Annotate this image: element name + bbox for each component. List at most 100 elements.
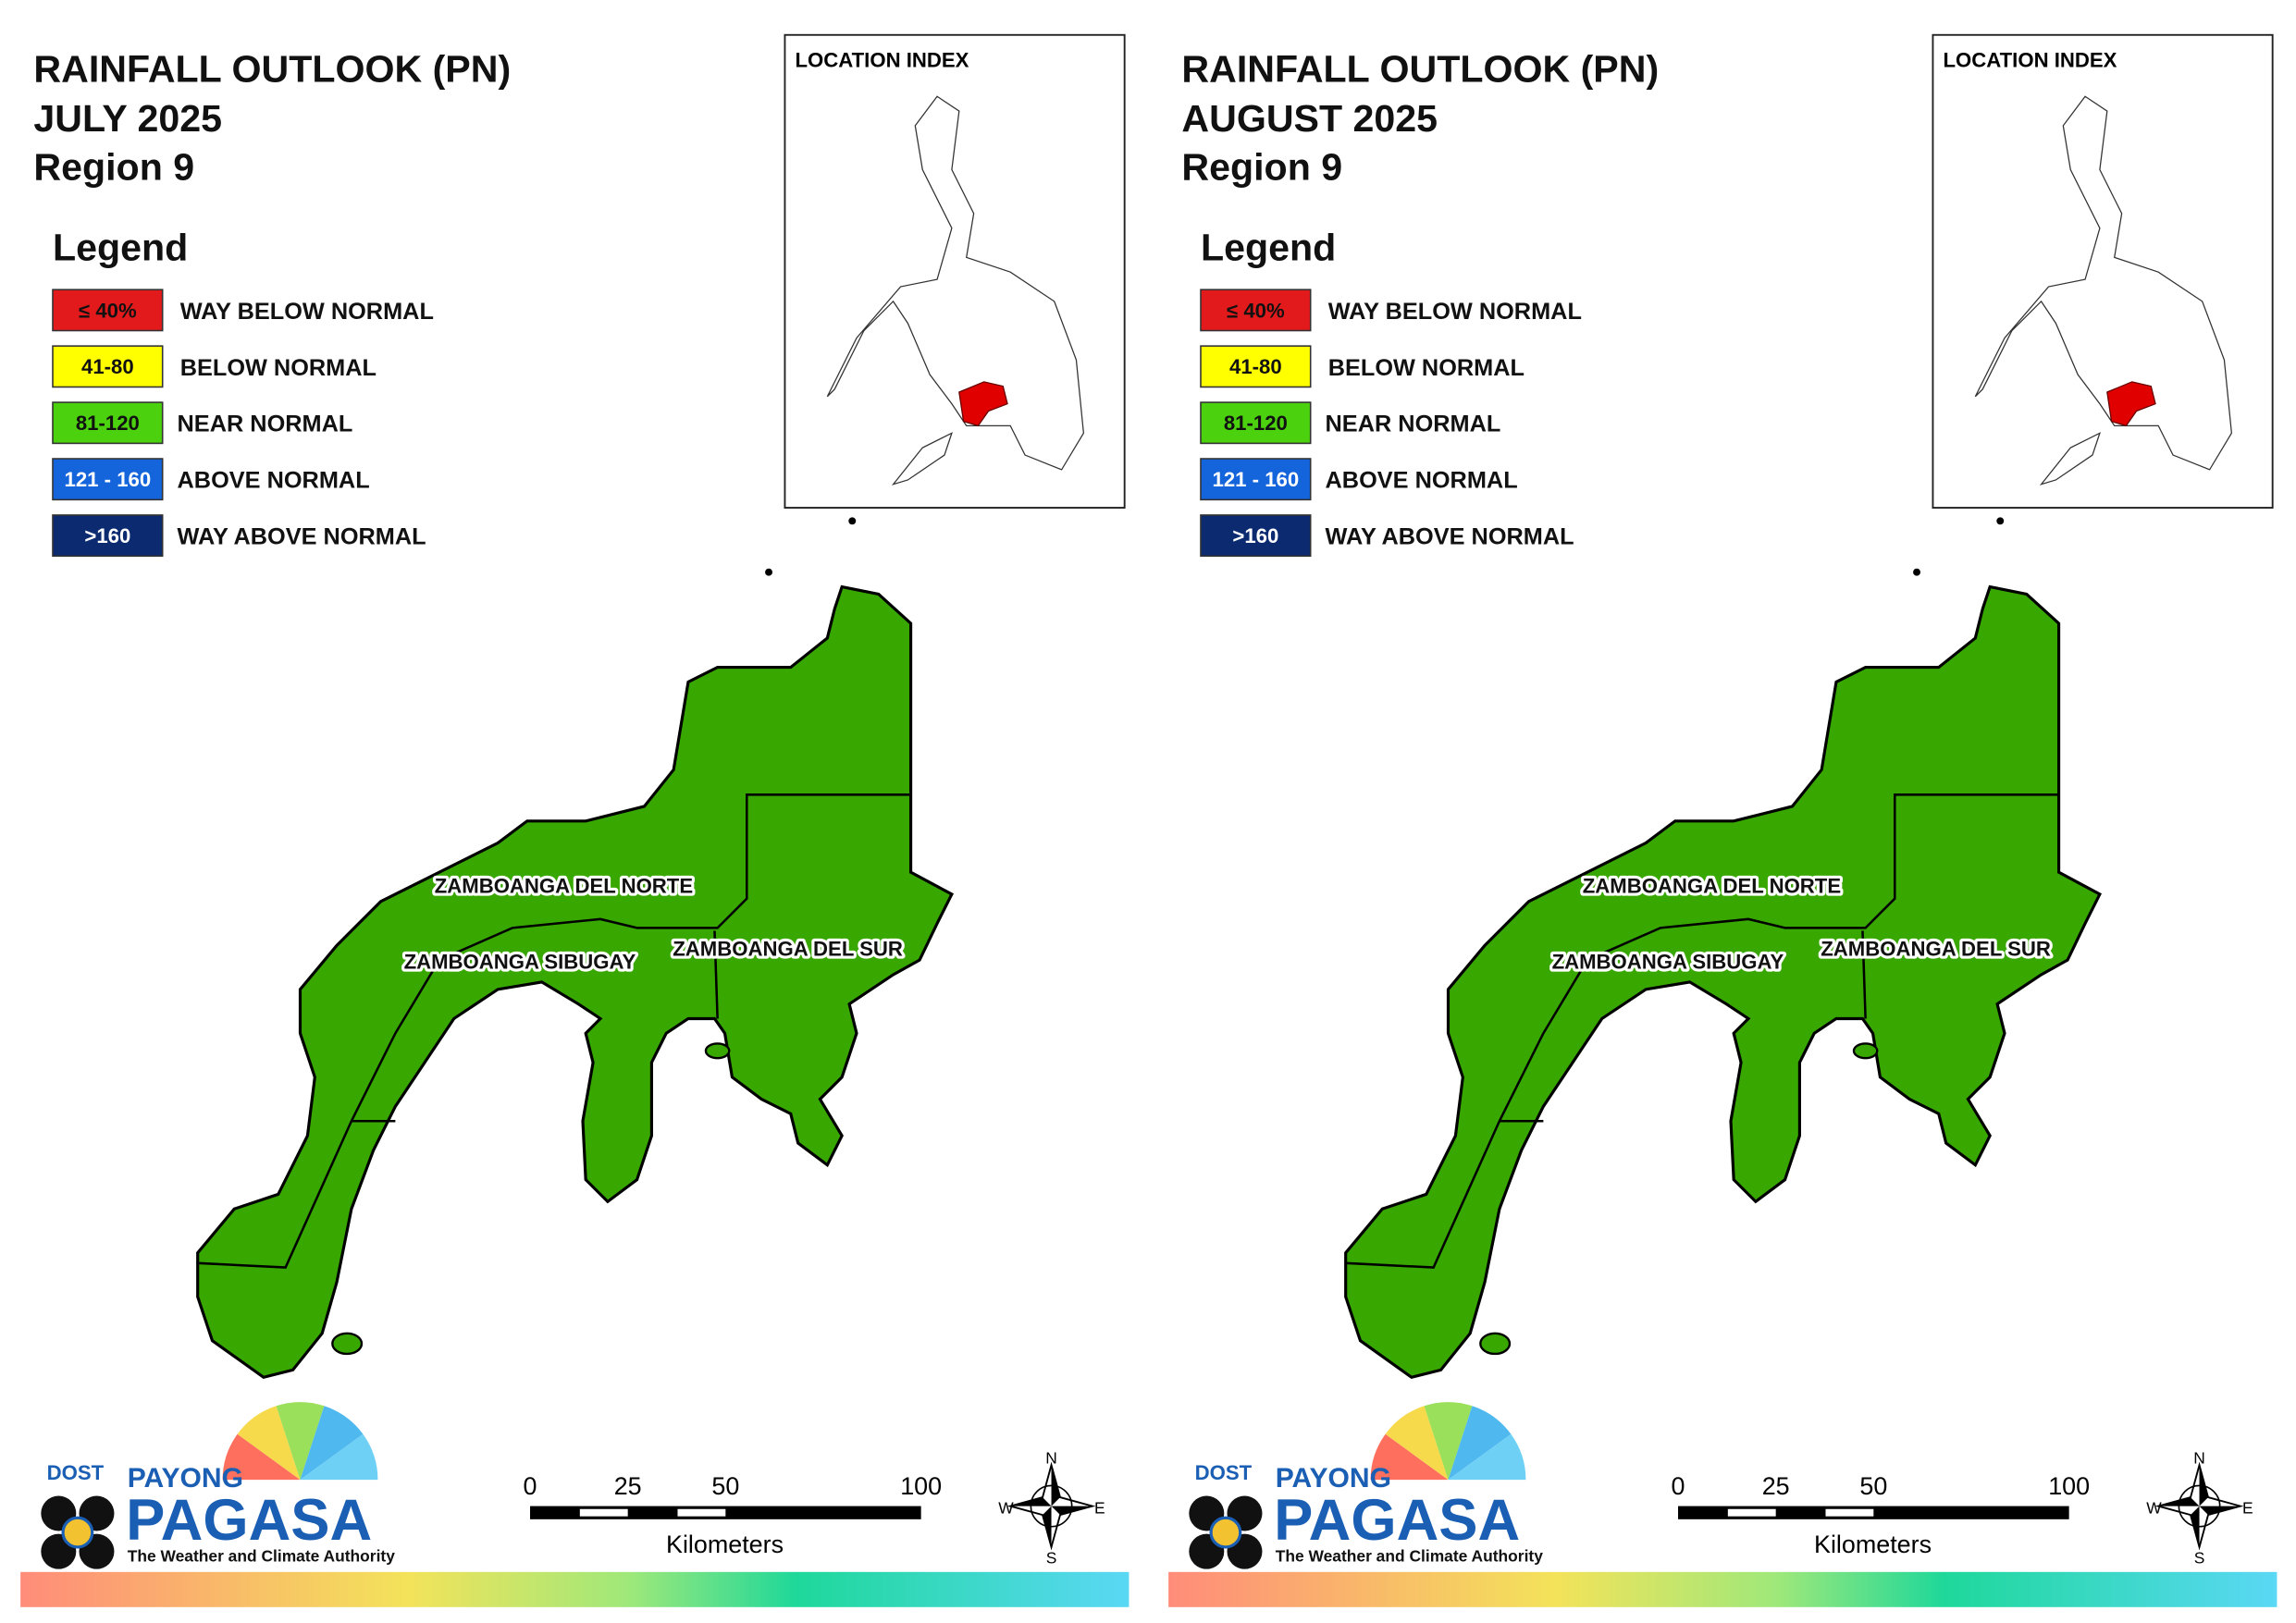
province-label: ZAMBOANGA DEL NORTE	[1583, 874, 1841, 897]
islet	[1996, 517, 2005, 525]
logo-agency: DOST	[47, 1461, 105, 1484]
location-index-title: LOCATION INDEX	[1944, 49, 2117, 72]
island	[1852, 1042, 1879, 1060]
compass-letter: S	[2194, 1548, 2205, 1567]
scale-unit: Kilometers	[1814, 1531, 1932, 1558]
legend-swatch	[52, 289, 164, 332]
legend-label: BELOW NORMAL	[180, 355, 376, 381]
scale-segment	[1727, 1508, 1776, 1517]
compass-fill	[2158, 1465, 2240, 1547]
compass-ring	[2178, 1484, 2221, 1528]
legend-label: WAY BELOW NORMAL	[180, 299, 434, 325]
compass-letter: N	[1045, 1449, 1057, 1468]
legend-swatch	[52, 514, 164, 558]
province-label: ZAMBOANGA SIBUGAY	[404, 951, 636, 974]
compass-letter: S	[1046, 1548, 1057, 1567]
legend-swatch	[1200, 289, 1312, 332]
logo-brand: PAYONG	[128, 1463, 243, 1494]
compass-letter: N	[2193, 1449, 2205, 1468]
panel: RAINFALL OUTLOOK (PN) JULY 2025 Region 9 Le…	[20, 33, 1129, 1607]
region-highlight	[2106, 381, 2156, 427]
compass-ring	[1030, 1484, 1073, 1528]
province-label: ZAMBOANGA DEL SUR	[1821, 937, 2051, 960]
umbrella-segment	[1385, 1406, 1449, 1481]
scale-segment	[677, 1508, 726, 1517]
umbrella-segment	[300, 1433, 378, 1481]
compass-letter: E	[1094, 1499, 1105, 1518]
legend-swatch	[52, 401, 164, 445]
compass-letter: W	[998, 1499, 1014, 1518]
logo-brand: PAYONG	[1276, 1463, 1391, 1494]
scale-tick: 100	[900, 1472, 942, 1500]
legend-range: 41-80	[81, 355, 134, 378]
legend-label: ABOVE NORMAL	[178, 468, 370, 494]
legend-range: 81-120	[76, 412, 140, 435]
philippines-south	[891, 432, 953, 486]
province-label: ZAMBOANGA DEL SUR	[673, 937, 903, 960]
legend-range: 121 - 160	[65, 468, 152, 491]
region: Region 9	[33, 145, 194, 188]
legend-title: Legend	[1201, 227, 1336, 269]
province-borders	[1345, 793, 2059, 1269]
scale-tick: 25	[1762, 1472, 1790, 1500]
legend-label: ABOVE NORMAL	[1326, 468, 1518, 494]
legend-swatch	[52, 345, 164, 388]
umbrella-segment	[276, 1402, 325, 1481]
period: JULY 2025	[33, 97, 222, 140]
legend-range: ≤ 40%	[1227, 299, 1285, 322]
philippines-outline	[1974, 95, 2233, 471]
scale-tick: 0	[524, 1472, 537, 1500]
period: AUGUST 2025	[1181, 97, 1438, 140]
location-index-title: LOCATION INDEX	[796, 49, 969, 72]
umbrella-segment	[237, 1406, 301, 1481]
region: Region 9	[1181, 145, 1342, 188]
legend-label: WAY BELOW NORMAL	[1328, 299, 1582, 325]
footer-band	[20, 1571, 1129, 1607]
legend-swatch	[1200, 401, 1312, 445]
title: RAINFALL OUTLOOK (PN)	[33, 47, 511, 90]
scale-tick: 50	[1859, 1472, 1887, 1500]
legend-label: WAY ABOVE NORMAL	[1326, 524, 1574, 550]
umbrella-segment	[1448, 1433, 1526, 1481]
legend-range: 81-120	[1224, 412, 1288, 435]
legend-title: Legend	[53, 227, 188, 269]
logo-seal	[61, 1516, 94, 1549]
legend-range: >160	[84, 524, 130, 547]
logo-agency: DOST	[1195, 1461, 1253, 1484]
scale-segment	[1825, 1508, 1874, 1517]
region-map	[196, 584, 954, 1380]
footer-band	[1168, 1571, 2277, 1607]
legend-label: BELOW NORMAL	[1328, 355, 1524, 381]
province-borders	[197, 793, 911, 1269]
region-highlight	[958, 381, 1008, 427]
island	[331, 1332, 364, 1356]
umbrella-segment	[300, 1406, 364, 1481]
scale-tick: 0	[1672, 1472, 1685, 1500]
logo-tagline: The Weather and Climate Authority	[1276, 1547, 1543, 1566]
legend-swatch	[1200, 345, 1312, 388]
islet	[1913, 568, 1920, 576]
logo-seal	[1209, 1516, 1242, 1549]
legend-swatch	[1200, 514, 1312, 558]
legend-swatch	[52, 458, 164, 501]
islet	[848, 517, 857, 525]
legend-range: ≤ 40%	[79, 299, 137, 322]
scale-tick: 100	[2048, 1472, 2090, 1500]
legend-range: 41-80	[1229, 355, 1282, 378]
province-label: ZAMBOANGA DEL NORTE	[435, 874, 693, 897]
legend-label: WAY ABOVE NORMAL	[178, 524, 426, 550]
logo-name: PAGASA	[1274, 1488, 1520, 1553]
compass-letter: W	[2146, 1499, 2162, 1518]
panel: RAINFALL OUTLOOK (PN) AUGUST 2025 Region 9…	[1168, 33, 2277, 1607]
islet	[765, 568, 772, 576]
legend-swatch	[1200, 458, 1312, 501]
scale-tick: 50	[711, 1472, 739, 1500]
title: RAINFALL OUTLOOK (PN)	[1181, 47, 1659, 90]
logo-name: PAGASA	[126, 1488, 372, 1553]
legend-label: NEAR NORMAL	[178, 412, 353, 437]
region-map	[1344, 584, 2102, 1380]
umbrella-segment	[1424, 1402, 1473, 1481]
philippines-south	[2039, 432, 2101, 486]
province-label: ZAMBOANGA SIBUGAY	[1552, 951, 1784, 974]
